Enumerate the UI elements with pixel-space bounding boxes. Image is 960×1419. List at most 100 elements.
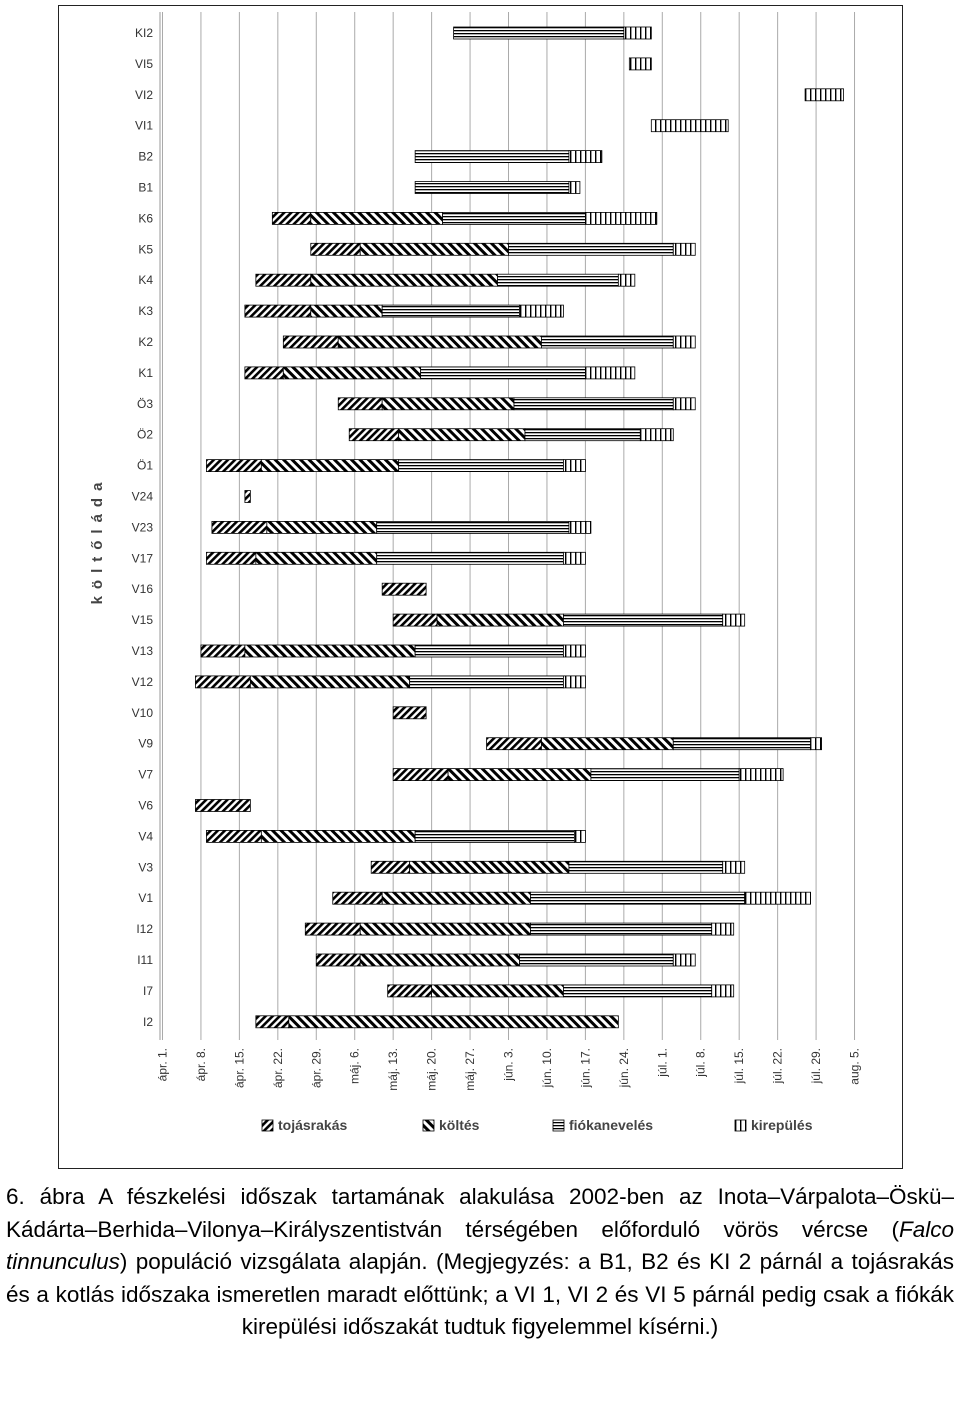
- segment: [288, 1015, 619, 1029]
- segment: [304, 922, 361, 936]
- y-tick-label: Ö3: [137, 397, 153, 411]
- segment: [414, 644, 564, 658]
- y-tick-label: VI5: [135, 57, 153, 71]
- segment: [722, 860, 746, 874]
- x-tick-label: júl. 29.: [809, 1048, 823, 1084]
- segment: [568, 181, 581, 194]
- segment: [672, 397, 696, 411]
- segment: [206, 459, 262, 473]
- caption-italic: Falco tinnunculus: [6, 1216, 954, 1275]
- segment: [211, 521, 268, 534]
- segment: [414, 830, 575, 843]
- segment: [381, 304, 520, 318]
- segment: [359, 242, 509, 256]
- segment: [195, 675, 251, 689]
- segment: [568, 521, 592, 534]
- segment: [398, 428, 526, 442]
- segment: [310, 211, 443, 225]
- y-tick-label: V3: [138, 860, 153, 874]
- segment: [359, 953, 520, 967]
- segment: [508, 242, 674, 256]
- caption-text: ) populáció vizsgálata alapján. (Megjegy…: [6, 1249, 954, 1340]
- segment: [206, 830, 262, 843]
- x-tick-label: ápr. 22.: [271, 1048, 285, 1088]
- segment: [244, 304, 312, 318]
- segment: [436, 613, 564, 627]
- segment: [310, 242, 361, 256]
- segment: [255, 1015, 290, 1029]
- x-tick-label: máj. 13.: [386, 1048, 400, 1091]
- x-tick-label: aug. 5.: [848, 1048, 862, 1085]
- segment: [541, 335, 674, 349]
- x-tick-label: jún. 10.: [540, 1048, 554, 1088]
- segment: [563, 984, 713, 998]
- segment: [392, 768, 449, 781]
- segment: [249, 675, 411, 689]
- x-tick-label: ápr. 15.: [232, 1048, 246, 1088]
- y-tick-label: V4: [138, 829, 153, 843]
- y-tick-label: B2: [138, 150, 153, 164]
- segment: [711, 984, 735, 998]
- segment: [497, 273, 619, 287]
- y-tick-label: K5: [138, 242, 153, 256]
- segment: [585, 211, 658, 225]
- y-tick-label: VI1: [135, 119, 153, 133]
- y-tick-label: V13: [132, 644, 154, 658]
- segment: [282, 335, 339, 349]
- y-tick-label: K4: [138, 273, 153, 287]
- caption: 6. ábra A fészkelési időszak tartamának …: [6, 1181, 954, 1344]
- y-tick-label: Ö2: [137, 428, 153, 442]
- segment: [519, 304, 564, 318]
- segment: [574, 830, 586, 843]
- segment: [420, 366, 586, 380]
- frame: [58, 5, 903, 1169]
- segment: [810, 737, 822, 751]
- segment: [392, 613, 438, 627]
- x-tick-label: júl. 15.: [732, 1048, 746, 1084]
- segment: [568, 150, 603, 164]
- x-tick-label: júl. 8.: [694, 1048, 708, 1078]
- segment: [738, 768, 784, 781]
- y-tick-label: V23: [132, 520, 154, 534]
- segment: [431, 984, 564, 998]
- y-tick-label: V9: [138, 737, 153, 751]
- segment: [348, 428, 400, 442]
- segment: [414, 150, 570, 164]
- segment: [206, 551, 257, 565]
- segment: [359, 922, 531, 936]
- segment: [282, 366, 422, 380]
- segment: [628, 57, 652, 71]
- segment: [563, 551, 586, 565]
- y-tick-label: Ö1: [137, 459, 153, 473]
- y-tick-label: V17: [132, 551, 154, 565]
- x-tick-label: jún. 17.: [578, 1048, 592, 1088]
- segment: [244, 644, 416, 658]
- y-axis-label: költőláda: [89, 476, 106, 605]
- segment: [672, 737, 811, 751]
- y-tick-label: V6: [138, 799, 153, 813]
- y-tick-label: V15: [132, 613, 154, 627]
- x-tick-label: máj. 6.: [348, 1048, 362, 1084]
- legend-swatch: [261, 1119, 274, 1132]
- segment: [310, 273, 498, 287]
- x-tick-label: ápr. 8.: [194, 1048, 208, 1081]
- legend-swatch: [734, 1119, 747, 1132]
- x-tick-label: jún. 3.: [502, 1048, 516, 1082]
- segment: [639, 428, 674, 442]
- segment: [563, 644, 586, 658]
- legend-label: költés: [439, 1117, 480, 1133]
- segment: [266, 521, 378, 534]
- segment: [337, 397, 383, 411]
- segment: [370, 860, 411, 874]
- x-tick-label: ápr. 29.: [309, 1048, 323, 1088]
- segment: [804, 88, 844, 102]
- segment: [744, 891, 811, 905]
- x-tick-label: júl. 22.: [771, 1048, 785, 1084]
- y-tick-label: I11: [137, 953, 153, 967]
- segment: [672, 242, 696, 256]
- segment: [409, 860, 570, 874]
- segment: [568, 860, 724, 874]
- segment: [519, 953, 674, 967]
- y-tick-label: V1: [138, 891, 153, 905]
